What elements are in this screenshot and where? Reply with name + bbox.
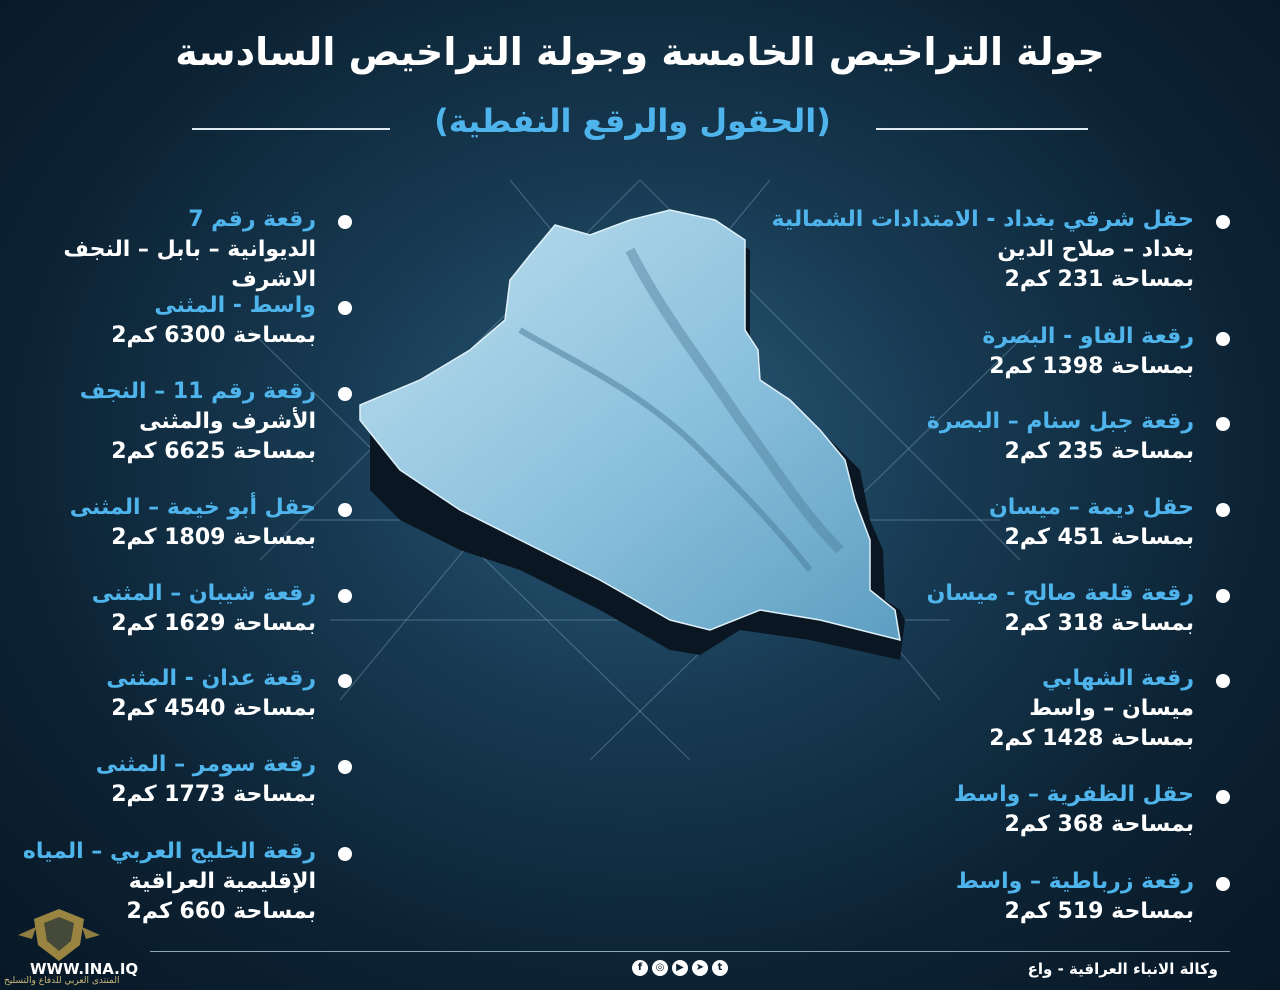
list-item: رقعة الشهابي ميسان – واسط بمساحة 1428 كم… — [754, 664, 1230, 754]
item-area: بمساحة 318 كم2 — [1004, 611, 1194, 636]
footer-divider — [150, 951, 1230, 952]
list-item: رقعة رقم 7 الديوانية – بابل – النجف الاش… — [0, 205, 352, 295]
item-name: رقعة شيبان – المثنى — [91, 581, 316, 606]
item-area: بمساحة 235 كم2 — [1004, 439, 1194, 464]
telegram-icon[interactable]: ➤ — [692, 960, 708, 976]
instagram-icon[interactable]: ◎ — [652, 960, 668, 976]
item-detail: الاشرف — [231, 267, 316, 292]
item-detail: الإقليمية العراقية — [128, 869, 316, 894]
list-item: رقعة عدان - المثنى بمساحة 4540 كم2 — [0, 664, 352, 724]
item-detail: بغداد – صلاح الدين — [997, 237, 1194, 262]
bullet-icon — [338, 674, 352, 688]
bullet-icon — [1216, 417, 1230, 431]
item-area: بمساحة 519 كم2 — [1004, 899, 1194, 924]
bullet-icon — [338, 301, 352, 315]
list-item: واسط - المثنى بمساحة 6300 كم2 — [0, 291, 352, 351]
item-area: بمساحة 1629 كم2 — [111, 611, 316, 636]
item-detail: الديوانية – بابل – النجف — [63, 237, 316, 262]
item-name: رقعة الفاو - البصرة — [982, 324, 1194, 349]
page-subtitle: (الحقول والرقع النفطية) — [434, 102, 831, 140]
bullet-icon — [338, 215, 352, 229]
item-name: رقعة جبل سنام – البصرة — [926, 409, 1194, 434]
bullet-icon — [1216, 332, 1230, 346]
list-item: رقعة سومر – المثنى بمساحة 1773 كم2 — [0, 750, 352, 810]
item-area: بمساحة 1809 كم2 — [111, 525, 316, 550]
item-area: بمساحة 6625 كم2 — [111, 439, 316, 464]
bullet-icon — [1216, 215, 1230, 229]
twitter-icon[interactable]: t — [712, 960, 728, 976]
bullet-icon — [338, 760, 352, 774]
item-name: رقعة رقم 7 — [188, 207, 316, 232]
item-area: بمساحة 451 كم2 — [1004, 525, 1194, 550]
item-area: بمساحة 660 كم2 — [126, 899, 316, 924]
item-name: رقعة قلعة صالح - ميسان — [926, 581, 1194, 606]
list-item: رقعة جبل سنام – البصرة بمساحة 235 كم2 — [754, 407, 1230, 467]
bullet-icon — [1216, 503, 1230, 517]
item-area: بمساحة 4540 كم2 — [111, 696, 316, 721]
bullet-icon — [338, 387, 352, 401]
social-icons: f ◎ ▶ ➤ t — [632, 960, 728, 980]
bullet-icon — [1216, 589, 1230, 603]
list-item: رقعة زرباطية – واسط بمساحة 519 كم2 — [754, 867, 1230, 927]
item-name: رقعة عدان - المثنى — [106, 666, 316, 691]
item-name: حقل أبو خيمة – المثنى — [69, 495, 316, 520]
bullet-icon — [1216, 674, 1230, 688]
subtitle-row: (الحقول والرقع النفطية) — [0, 102, 1280, 152]
item-area: بمساحة 1398 كم2 — [989, 354, 1194, 379]
item-name: رقعة رقم 11 – النجف — [79, 379, 316, 404]
item-name: رقعة زرباطية – واسط — [955, 869, 1194, 894]
list-item: رقعة الفاو - البصرة بمساحة 1398 كم2 — [754, 322, 1230, 382]
facebook-icon[interactable]: f — [632, 960, 648, 976]
watermark-text: المنتدى العربي للدفاع والتسليح — [4, 976, 120, 986]
page-title: جولة التراخيص الخامسة وجولة التراخيص الس… — [175, 30, 1105, 74]
item-area: بمساحة 1773 كم2 — [111, 782, 316, 807]
website-link[interactable]: WWW.INA.IQ — [30, 960, 139, 978]
item-name: حقل شرقي بغداد - الامتدادات الشمالية — [771, 207, 1194, 232]
bullet-icon — [338, 847, 352, 861]
item-detail: الأشرف والمثنى — [139, 409, 316, 434]
list-item: رقعة رقم 11 – النجف الأشرف والمثنى بمساح… — [0, 377, 352, 467]
list-item: حقل شرقي بغداد - الامتدادات الشمالية بغد… — [754, 205, 1230, 295]
item-name: رقعة سومر – المثنى — [95, 752, 316, 777]
item-name: رقعة الخليج العربي – المياه — [22, 839, 316, 864]
bullet-icon — [1216, 877, 1230, 891]
subtitle-divider-left — [192, 128, 390, 130]
item-name: حقل الظفرية – واسط — [953, 782, 1194, 807]
iraq-map — [359, 209, 905, 660]
item-area: بمساحة 368 كم2 — [1004, 812, 1194, 837]
bullet-icon — [338, 589, 352, 603]
item-detail: ميسان – واسط — [1029, 696, 1194, 721]
bullet-icon — [1216, 790, 1230, 804]
forum-logo — [18, 909, 100, 961]
list-item: حقل الظفرية – واسط بمساحة 368 كم2 — [754, 780, 1230, 840]
item-name: حقل ديمة – ميسان — [989, 495, 1194, 520]
subtitle-divider-right — [876, 128, 1088, 130]
youtube-icon[interactable]: ▶ — [672, 960, 688, 976]
list-item: رقعة قلعة صالح - ميسان بمساحة 318 كم2 — [754, 579, 1230, 639]
list-item: حقل أبو خيمة – المثنى بمساحة 1809 كم2 — [0, 493, 352, 553]
item-area: بمساحة 1428 كم2 — [989, 726, 1194, 751]
item-area: بمساحة 231 كم2 — [1004, 267, 1194, 292]
item-name: رقعة الشهابي — [1042, 666, 1194, 691]
bullet-icon — [338, 503, 352, 517]
agency-credit: وكالة الانباء العراقية - واع — [1027, 960, 1218, 978]
item-name: واسط - المثنى — [154, 293, 316, 318]
list-item: رقعة الخليج العربي – المياه الإقليمية ال… — [0, 837, 352, 927]
item-area: بمساحة 6300 كم2 — [111, 323, 316, 348]
list-item: رقعة شيبان – المثنى بمساحة 1629 كم2 — [0, 579, 352, 639]
list-item: حقل ديمة – ميسان بمساحة 451 كم2 — [754, 493, 1230, 553]
